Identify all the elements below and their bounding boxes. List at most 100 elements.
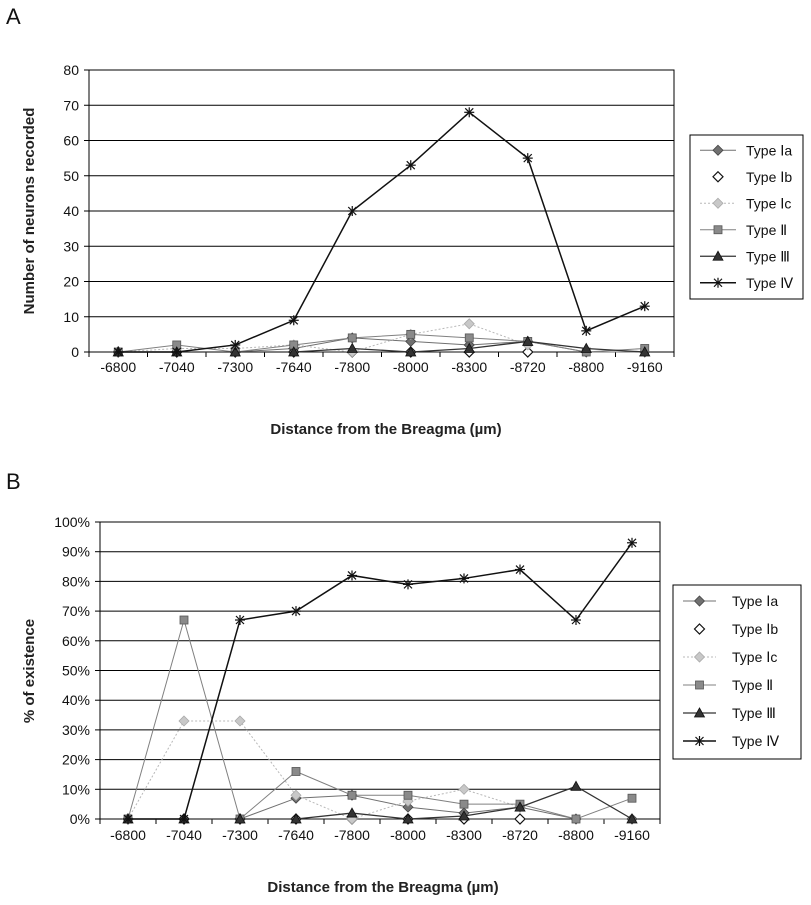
chart-a-legend-item: Type Ⅳ [700,275,793,291]
chart-b: B 0% 10% 20% 30% 40% 50% 60% 70% 80% 90% 100% -680… [6,469,802,896]
chart-a: A 0 10 20 30 40 50 60 70 80 -6800 -7040 -7300 -7640… [6,4,804,438]
chart-a-legend-marker [712,197,724,209]
chart-b-x-tick-label: -7040 [166,827,202,843]
chart-a-legend-marker [712,144,724,156]
chart-b-legend-marker [694,736,705,746]
chart-b-series-6-point [347,570,357,581]
chart-b-series-4-point [179,615,189,625]
chart-b-x-tick-label: -7640 [278,827,314,843]
chart-a-series-5-line [118,340,645,353]
chart-a-series-6-point [347,206,358,216]
chart-b-x-tick-label: -7800 [334,827,370,843]
chart-a-legend-label: Type Ⅰb [746,169,792,185]
chart-b-series-6-point [235,615,245,626]
chart-b-series-2-point [514,813,526,825]
chart-a-x-tick-label: -6800 [100,359,136,375]
chart-a-series-5-point [522,335,534,346]
chart-b-legend: Type Ⅰa Type Ⅰb Type Ⅰc Type Ⅱ Type Ⅲ Type Ⅳ [672,584,802,760]
chart-b-series-5-point [570,780,582,791]
chart-b-y-tick-label: 80% [62,573,90,589]
chart-a-y-ticks: 0 10 20 30 40 50 60 70 80 [63,62,89,360]
chart-b-legend-label: Type Ⅳ [732,733,779,749]
chart-b-series-5-line [128,785,633,820]
chart-a-x-tick-label: -7640 [276,359,312,375]
chart-b-series-4-point [347,790,357,800]
chart-a-y-tick-label: 30 [63,238,79,254]
chart-b-series-1-point [402,801,414,813]
chart-b-legend-item: Type Ⅰb [693,621,778,637]
chart-b-legend-label: Type Ⅲ [732,705,776,721]
chart-b-legend-marker [693,623,706,635]
chart-b-y-tick-label: 70% [62,603,90,619]
chart-a-series-6-point [113,347,124,357]
chart-b-legend-item: Type Ⅰa [683,593,778,609]
chart-b-legend-label: Type Ⅰc [732,649,777,665]
chart-b-series-3-point [234,715,246,727]
chart-a-y-tick-label: 60 [63,133,79,149]
chart-b-y-tick-label: 0% [70,811,90,827]
chart-b-series [122,537,638,825]
chart-a-y-tick-label: 0 [71,344,79,360]
chart-a-series-3-point [463,318,475,330]
chart-a-series-6-point [464,107,475,118]
panel-label-a: A [6,4,21,29]
chart-a-legend: Type Ⅰa Type Ⅰb Type Ⅰc Type Ⅱ Type Ⅲ Type Ⅳ [689,134,804,300]
chart-b-series-3-point [290,789,302,801]
chart-b-series-4-point [571,814,581,824]
chart-b-y-tick-label: 100% [54,514,90,530]
chart-a-x-tick-label: -7300 [217,359,253,375]
chart-b-legend-item: Type Ⅰc [683,649,777,665]
chart-b-series-6-line [128,542,633,820]
chart-b-y-tick-label: 30% [62,722,90,738]
chart-b-x-tick-label: -6800 [110,827,146,843]
chart-b-series-4-point [291,767,301,776]
chart-a-x-tick-label: -7040 [159,359,195,375]
chart-b-y-tick-label: 10% [62,781,90,797]
chart-a-legend-label: Type Ⅰa [746,142,792,158]
chart-a-series-6-point [522,153,533,164]
panel-label-b: B [6,469,21,494]
chart-b-series-6-point [459,573,469,584]
chart-a-x-tick-label: -7800 [334,359,370,375]
chart-b-x-tick-label: -7300 [222,827,258,843]
chart-b-x-tick-label: -8300 [446,827,482,843]
chart-a-x-tick-label: -8720 [510,359,546,375]
chart-a-legend-item: Type Ⅲ [700,248,790,264]
chart-a-series-3-line [118,323,528,353]
chart-b-series-6-point [515,564,525,575]
chart-b-series-3-line [127,720,521,820]
chart-b-legend-marker [693,707,706,718]
chart-b-x-ticks: -6800 -7040 -7300 -7640 -7800 -8000 -8300 -8720… [99,819,661,843]
chart-b-y-tick-label: 50% [62,663,90,679]
chart-b-legend-marker [695,680,704,690]
chart-a-y-tick-label: 80 [63,62,79,78]
chart-b-legend-box [672,584,802,760]
chart-b-series-4-point [627,793,637,803]
chart-b-series-5 [122,780,638,824]
chart-a-series-4-point [464,333,474,343]
chart-a-x-tick-label: -8000 [393,359,429,375]
chart-b-series-4-point [459,799,469,809]
chart-b-series-6-point [403,579,413,590]
chart-b-y-ticks: 0% 10% 20% 30% 40% 50% 60% 70% 80% 90% 100% [54,514,100,827]
chart-a-legend-label: Type Ⅰc [746,195,791,211]
chart-a-legend-item: Type Ⅰc [700,195,791,211]
chart-b-series-4-point [403,790,413,800]
chart-a-series-2-point [521,346,534,358]
chart-b-legend-marker [693,595,706,607]
chart-b-y-tick-label: 20% [62,752,90,768]
chart-a-x-axis-title: Distance from the Breagma (µm) [270,421,501,438]
chart-a-series-5-point [463,342,475,353]
chart-a-series-6-point [230,339,241,350]
chart-a-legend-marker [712,250,724,261]
chart-b-legend-label: Type Ⅰa [732,593,778,609]
chart-b-gridlines [100,551,660,790]
chart-a-y-tick-label: 70 [63,97,79,113]
chart-a-legend-label: Type Ⅲ [746,248,790,264]
chart-b-x-tick-label: -8000 [390,827,426,843]
chart-b-legend-item: Type Ⅳ [683,733,779,749]
chart-a-legend-marker [713,277,723,288]
chart-a-legend-item: Type Ⅰa [700,142,792,158]
chart-a-series-4-point [406,329,416,339]
